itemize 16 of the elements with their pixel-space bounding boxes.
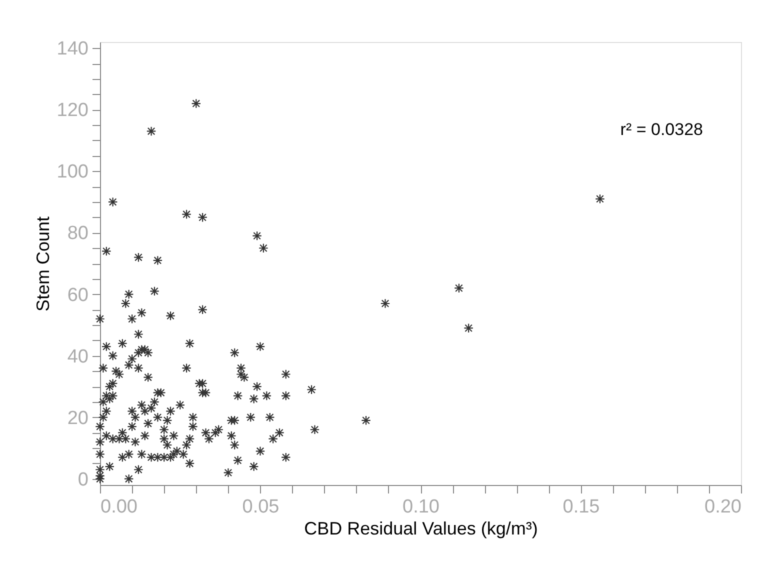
x-tick-label: 0.15 — [562, 496, 600, 518]
y-tick-label: 20 — [67, 408, 88, 429]
x-axis-title: CBD Residual Values (kg/m³) — [304, 518, 538, 538]
annotation: r² = 0.0328 — [620, 120, 703, 139]
y-axis-title: Stem Count — [32, 216, 53, 312]
y-tick-label: 80 — [67, 223, 88, 244]
y-tick-label: 0 — [78, 469, 88, 490]
y-tick-label: 100 — [56, 162, 88, 183]
y-tick-label: 140 — [56, 38, 88, 60]
y-tick-label: 120 — [56, 100, 88, 122]
y-tick-label: 60 — [67, 284, 88, 306]
y-tick-label: 40 — [67, 346, 88, 368]
x-tick-label: 0.20 — [704, 496, 742, 518]
x-tick-label: 0.00 — [100, 496, 138, 518]
x-tick-label: 0.10 — [402, 496, 440, 518]
x-tick-label: 0.05 — [242, 496, 280, 518]
